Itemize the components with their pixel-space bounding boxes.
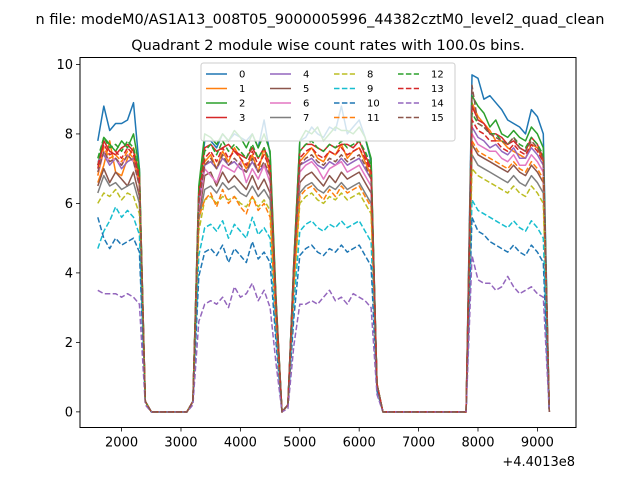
legend-label: 6 — [303, 99, 309, 110]
series-line-14 — [97, 254, 551, 413]
series-line-13 — [97, 119, 551, 413]
x-tick-label: 7000 — [402, 436, 435, 451]
y-tick-label: 8 — [65, 127, 73, 142]
series-line-6 — [97, 133, 551, 413]
series-line-4 — [97, 126, 551, 413]
legend-label: 11 — [367, 113, 380, 124]
legend-label: 12 — [431, 70, 444, 81]
axes-frame — [79, 57, 577, 428]
x-tick-label: 8000 — [461, 436, 494, 451]
series-line-12 — [97, 112, 551, 413]
y-tick-label: 0 — [65, 405, 73, 420]
legend-label: 0 — [239, 70, 245, 81]
series-line-5 — [97, 143, 551, 413]
series-line-1 — [97, 101, 551, 413]
legend-label: 15 — [431, 113, 444, 124]
legend-label: 10 — [367, 99, 380, 110]
x-tick-label: 4000 — [224, 436, 257, 451]
legend-label: 2 — [239, 99, 245, 110]
y-tick-label: 6 — [65, 197, 73, 212]
series-line-9 — [97, 199, 551, 413]
legend-label: 9 — [367, 84, 373, 95]
legend-label: 1 — [239, 84, 245, 95]
chart-title: Quadrant 2 module wise count rates with … — [131, 38, 525, 54]
series-line-7 — [97, 154, 551, 413]
legend-box — [200, 62, 456, 142]
x-tick-label: 3000 — [164, 436, 197, 451]
x-tick-label: 9000 — [521, 436, 554, 451]
legend-label: 8 — [367, 70, 373, 81]
series-line-15 — [97, 84, 551, 413]
figure-suptitle: n file: modeM0/AS1A13_008T05_9000005996_… — [36, 12, 605, 28]
legend-label: 13 — [431, 84, 444, 95]
series-line-8 — [97, 167, 551, 413]
series-line-10 — [97, 216, 551, 413]
y-tick-label: 4 — [65, 266, 73, 281]
y-tick-label: 10 — [56, 58, 73, 73]
x-tick-label: 5000 — [283, 436, 316, 451]
y-tick-label: 2 — [65, 336, 73, 351]
legend-label: 3 — [239, 113, 245, 124]
series-layer — [97, 74, 551, 413]
x-tick-label: 2000 — [105, 436, 138, 451]
x-tick-label: 6000 — [343, 436, 376, 451]
legend-label: 4 — [303, 70, 309, 81]
legend-label: 5 — [303, 84, 309, 95]
series-line-11 — [97, 140, 551, 413]
x-offset-label: +4.4013e8 — [502, 455, 575, 470]
legend-label: 7 — [303, 113, 309, 124]
series-line-2 — [97, 94, 551, 413]
legend-label: 14 — [431, 99, 444, 110]
